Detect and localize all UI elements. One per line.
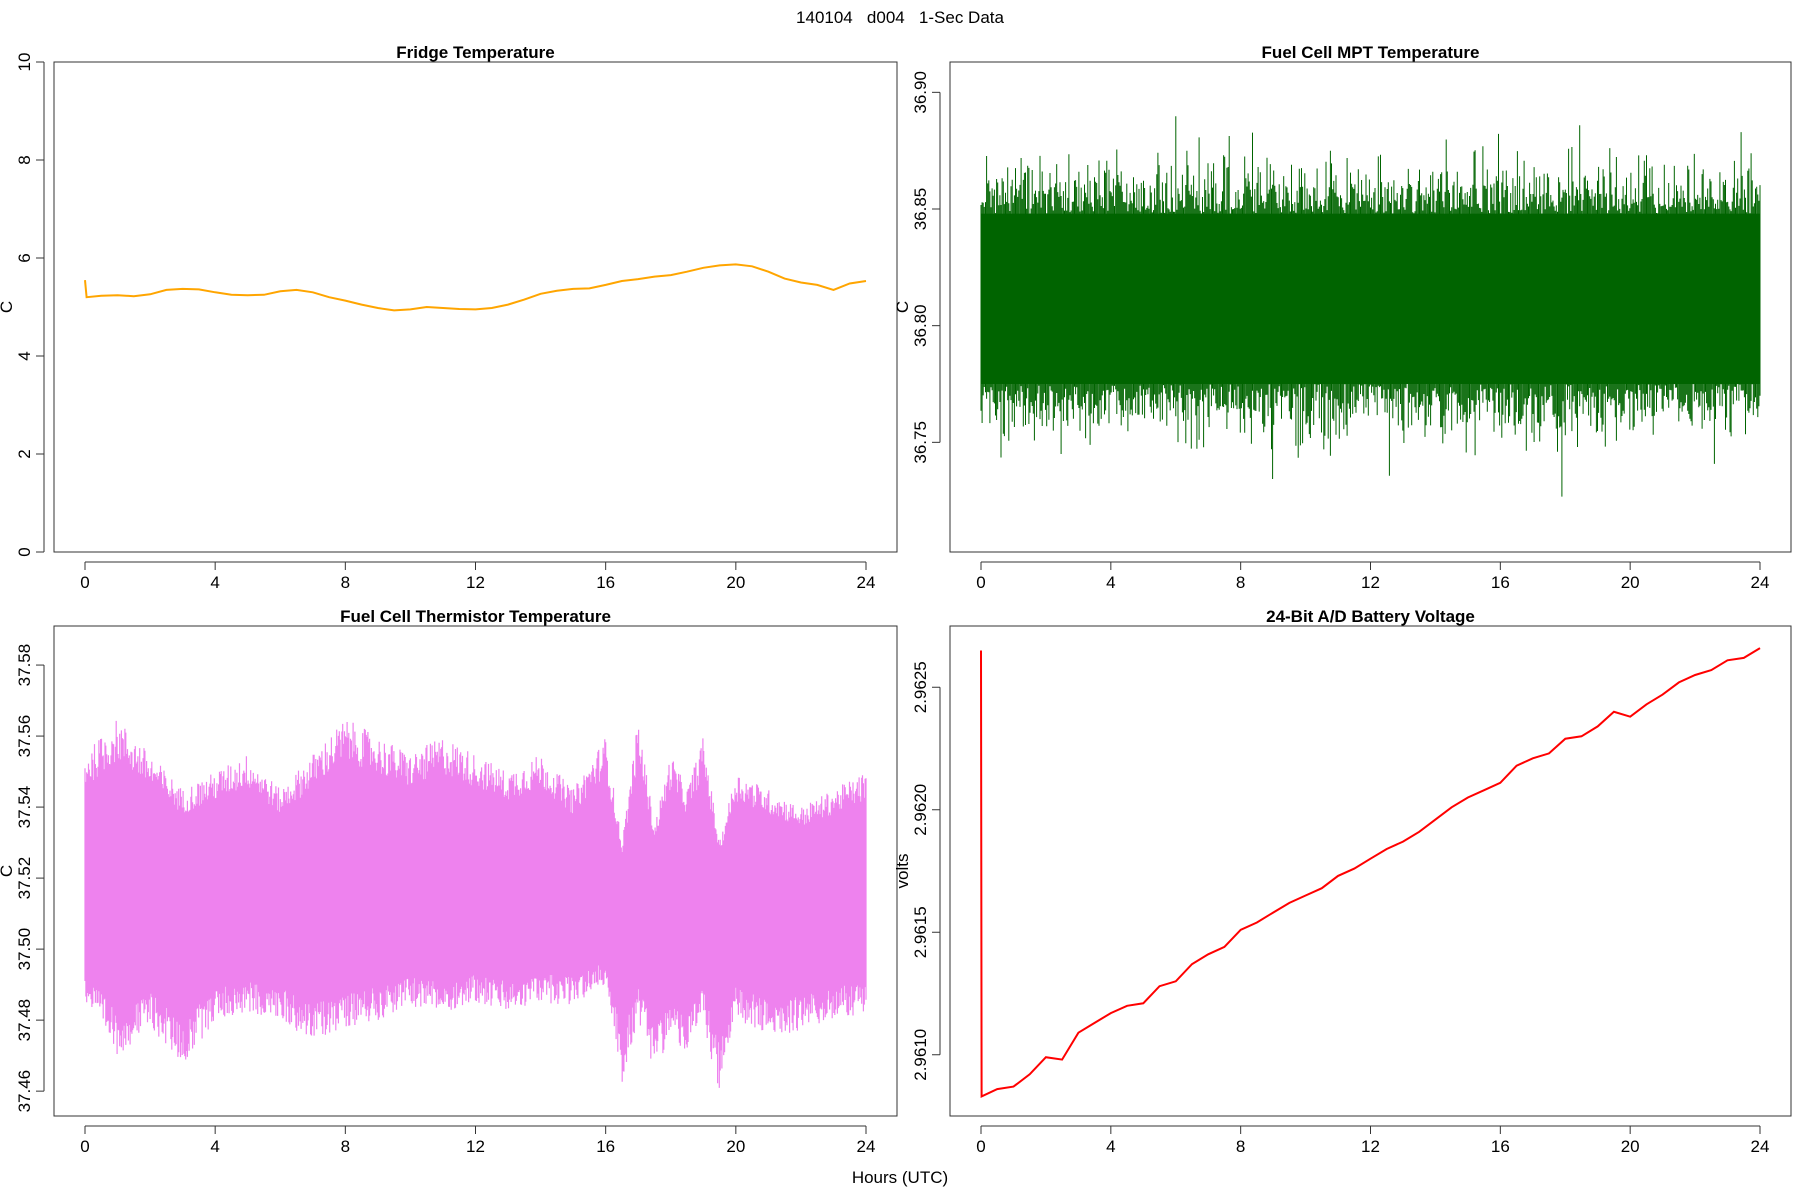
y-tick-label: 37.54 bbox=[15, 786, 34, 829]
y-axis-label: volts bbox=[893, 854, 912, 889]
data-noise bbox=[84, 720, 867, 1088]
y-tick-label: 0 bbox=[15, 547, 34, 556]
x-tick-label: 16 bbox=[1491, 1137, 1510, 1156]
x-tick-label: 24 bbox=[857, 1137, 876, 1156]
y-tick-label: 37.56 bbox=[15, 715, 34, 758]
y-tick-label: 6 bbox=[15, 253, 34, 262]
chart-panel-1: Fuel Cell MPT Temperature 0 4 8 12 16 20 24 36.7… bbox=[893, 43, 1792, 592]
chart-panel-2: Fuel Cell Thermistor Temperature 0 4 8 12 16 2… bbox=[0, 607, 898, 1156]
x-tick-label: 8 bbox=[1236, 1137, 1245, 1156]
x-tick-label: 4 bbox=[1106, 1137, 1115, 1156]
y-tick-label: 37.58 bbox=[15, 644, 34, 687]
y-tick-label: 4 bbox=[15, 351, 34, 360]
data-band bbox=[981, 213, 1760, 384]
x-tick-label: 16 bbox=[596, 1137, 615, 1156]
y-tick-label: 37.46 bbox=[15, 1070, 34, 1113]
y-tick-label: 37.52 bbox=[15, 857, 34, 900]
x-tick-label: 20 bbox=[1621, 1137, 1640, 1156]
chart-title: 24-Bit A/D Battery Voltage bbox=[1266, 607, 1475, 626]
data-line bbox=[980, 647, 1761, 1098]
chart-panel-0: Fridge Temperature048121620240246810C bbox=[0, 43, 898, 592]
y-tick-label: 37.48 bbox=[15, 999, 34, 1042]
x-tick-label: 12 bbox=[466, 573, 485, 592]
y-tick-label: 36.85 bbox=[911, 188, 930, 231]
x-tick-label: 12 bbox=[1361, 1137, 1380, 1156]
y-tick-label: 10 bbox=[15, 53, 34, 72]
y-tick-label: 36.90 bbox=[911, 71, 930, 114]
x-tick-label: 8 bbox=[1236, 573, 1245, 592]
y-tick-label: 2.9620 bbox=[911, 784, 930, 836]
y-tick-label: 36.80 bbox=[911, 304, 930, 347]
plot-frame bbox=[949, 61, 1792, 553]
x-tick-label: 24 bbox=[1751, 1137, 1770, 1156]
x-tick-label: 24 bbox=[1751, 573, 1770, 592]
x-tick-label: 20 bbox=[726, 1137, 745, 1156]
x-tick-label: 0 bbox=[976, 573, 985, 592]
y-axis-label: C bbox=[0, 865, 16, 877]
chart-title: Fuel Cell Thermistor Temperature bbox=[340, 607, 611, 626]
x-tick-label: 16 bbox=[1491, 573, 1510, 592]
y-axis-label: C bbox=[0, 301, 16, 313]
y-tick-label: 37.50 bbox=[15, 928, 34, 971]
x-tick-label: 20 bbox=[726, 573, 745, 592]
plot-frame bbox=[949, 625, 1792, 1117]
y-tick-label: 36.75 bbox=[911, 421, 930, 464]
page-title: 140104 d004 1-Sec Data bbox=[796, 8, 1004, 27]
x-tick-label: 0 bbox=[976, 1137, 985, 1156]
chart-title: Fridge Temperature bbox=[396, 43, 554, 62]
y-tick-label: 2.9625 bbox=[911, 661, 930, 713]
x-tick-label: 24 bbox=[857, 573, 876, 592]
x-tick-label: 4 bbox=[210, 573, 219, 592]
x-axis-label: Hours (UTC) bbox=[851, 1168, 949, 1187]
y-tick-label: 2.9615 bbox=[911, 906, 930, 958]
x-tick-label: 12 bbox=[466, 1137, 485, 1156]
x-tick-label: 4 bbox=[1106, 573, 1115, 592]
chart-panel-3: 24-Bit A/D Battery Voltage 0 4 8 12 16 20 24 2.9… bbox=[893, 607, 1792, 1156]
x-tick-label: 0 bbox=[80, 1137, 89, 1156]
y-tick-label: 2 bbox=[15, 449, 34, 458]
x-tick-label: 12 bbox=[1361, 573, 1380, 592]
data-line bbox=[84, 263, 867, 312]
chart-title: Fuel Cell MPT Temperature bbox=[1262, 43, 1480, 62]
x-tick-label: 4 bbox=[210, 1137, 219, 1156]
plot-frame bbox=[53, 61, 898, 553]
x-tick-label: 20 bbox=[1621, 573, 1640, 592]
x-tick-label: 0 bbox=[80, 573, 89, 592]
y-tick-label: 2.9610 bbox=[911, 1029, 930, 1081]
y-tick-label: 8 bbox=[15, 155, 34, 164]
plot-frame bbox=[53, 625, 898, 1117]
x-tick-label: 8 bbox=[341, 1137, 350, 1156]
y-axis-label: C bbox=[893, 301, 912, 313]
x-tick-label: 16 bbox=[596, 573, 615, 592]
x-tick-label: 8 bbox=[341, 573, 350, 592]
